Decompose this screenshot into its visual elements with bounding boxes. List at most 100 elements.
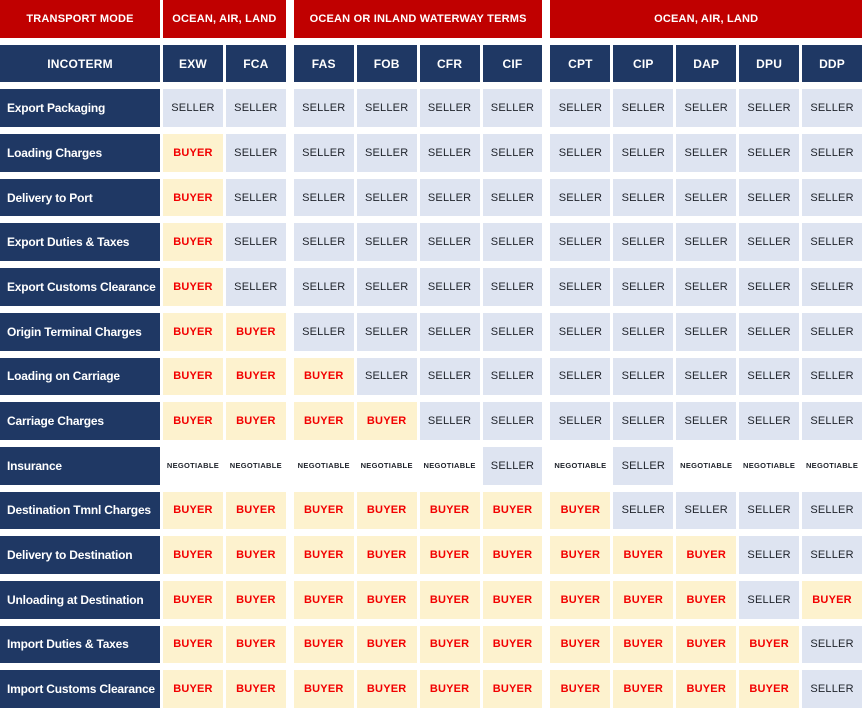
responsibility-cell-fca-destination-tmnl-charges: BUYER: [225, 491, 286, 530]
responsibility-cell-cfr-carriage-charges: SELLER: [419, 402, 480, 440]
responsibility-cell-dap-carriage-charges: SELLER: [676, 402, 737, 440]
responsibility-cell-cif-origin-terminal-charges: SELLER: [482, 312, 543, 351]
responsibility-cell-dap-export-customs-clearance: SELLER: [676, 268, 737, 306]
incoterm-column-header-exw: EXW: [163, 44, 223, 83]
responsibility-cell-ddp-import-customs-clearance: SELLER: [802, 670, 862, 708]
incoterm-column-header-fca: FCA: [225, 44, 286, 83]
responsibility-cell-exw-export-duties-taxes: BUYER: [163, 223, 223, 262]
responsibility-cell-exw-delivery-to-destination: BUYER: [163, 536, 223, 574]
responsibility-cell-fca-loading-charges: SELLER: [225, 134, 286, 172]
responsibility-cell-cif-loading-on-carriage: SELLER: [482, 357, 543, 396]
responsibility-cell-exw-loading-charges: BUYER: [163, 134, 223, 172]
responsibility-cell-dpu-unloading-at-destination: SELLER: [739, 580, 800, 619]
responsibility-cell-cip-export-customs-clearance: SELLER: [613, 268, 674, 306]
responsibility-cell-cpt-export-duties-taxes: SELLER: [550, 223, 611, 262]
row-label-unloading-at-destination: Unloading at Destination: [0, 580, 160, 619]
incoterm-column-header-dpu: DPU: [739, 44, 800, 83]
incoterm-column-header-ddp: DDP: [802, 44, 862, 83]
responsibility-cell-exw-destination-tmnl-charges: BUYER: [163, 491, 223, 530]
responsibility-cell-cfr-origin-terminal-charges: SELLER: [419, 312, 480, 351]
responsibility-cell-fob-delivery-to-port: SELLER: [356, 178, 417, 217]
responsibility-cell-cif-insurance: SELLER: [482, 446, 543, 485]
responsibility-cell-dpu-delivery-to-port: SELLER: [739, 178, 800, 217]
responsibility-cell-cfr-delivery-to-port: SELLER: [419, 178, 480, 217]
row-label-loading-charges: Loading Charges: [0, 134, 160, 172]
responsibility-cell-cif-import-duties-taxes: BUYER: [482, 625, 543, 664]
responsibility-cell-fca-loading-on-carriage: BUYER: [225, 357, 286, 396]
responsibility-cell-cif-export-customs-clearance: SELLER: [482, 268, 543, 306]
responsibility-cell-ddp-loading-charges: SELLER: [802, 134, 862, 172]
responsibility-cell-fas-insurance: NEGOTIABLE: [297, 461, 350, 471]
responsibility-cell-cpt-import-customs-clearance: BUYER: [550, 670, 611, 708]
responsibility-cell-cfr-delivery-to-destination: BUYER: [419, 536, 480, 574]
responsibility-cell-fas-loading-on-carriage: BUYER: [293, 357, 354, 396]
responsibility-cell-ddp-loading-on-carriage: SELLER: [802, 357, 862, 396]
responsibility-cell-fob-insurance: NEGOTIABLE: [360, 461, 413, 471]
responsibility-cell-dpu-export-packaging: SELLER: [739, 89, 800, 128]
responsibility-cell-cif-export-packaging: SELLER: [482, 89, 543, 128]
responsibility-cell-cfr-export-customs-clearance: SELLER: [419, 268, 480, 306]
responsibility-cell-fca-import-duties-taxes: BUYER: [225, 625, 286, 664]
responsibility-cell-cpt-carriage-charges: SELLER: [550, 402, 611, 440]
responsibility-cell-cpt-destination-tmnl-charges: BUYER: [550, 491, 611, 530]
responsibility-cell-dap-origin-terminal-charges: SELLER: [676, 312, 737, 351]
responsibility-cell-cip-import-duties-taxes: BUYER: [613, 625, 674, 664]
responsibility-cell-cpt-origin-terminal-charges: SELLER: [550, 312, 611, 351]
incoterm-column-header-cpt: CPT: [550, 44, 611, 83]
responsibility-cell-cip-export-packaging: SELLER: [613, 89, 674, 128]
responsibility-cell-fob-destination-tmnl-charges: BUYER: [356, 491, 417, 530]
responsibility-cell-fas-export-packaging: SELLER: [293, 89, 354, 128]
row-label-delivery-to-port: Delivery to Port: [0, 178, 160, 217]
responsibility-cell-exw-delivery-to-port: BUYER: [163, 178, 223, 217]
responsibility-cell-ddp-delivery-to-destination: SELLER: [802, 536, 862, 574]
responsibility-cell-ddp-origin-terminal-charges: SELLER: [802, 312, 862, 351]
responsibility-cell-cip-delivery-to-destination: BUYER: [613, 536, 674, 574]
responsibility-cell-dpu-loading-charges: SELLER: [739, 134, 800, 172]
responsibility-cell-fas-import-customs-clearance: BUYER: [293, 670, 354, 708]
responsibility-cell-cpt-loading-on-carriage: SELLER: [550, 357, 611, 396]
responsibility-cell-fas-import-duties-taxes: BUYER: [293, 625, 354, 664]
row-label-export-duties-taxes: Export Duties & Taxes: [0, 223, 160, 262]
responsibility-cell-fca-export-customs-clearance: SELLER: [225, 268, 286, 306]
responsibility-cell-dpu-import-duties-taxes: BUYER: [739, 625, 800, 664]
responsibility-cell-cpt-export-customs-clearance: SELLER: [550, 268, 611, 306]
responsibility-cell-cfr-import-duties-taxes: BUYER: [419, 625, 480, 664]
responsibility-cell-fob-unloading-at-destination: BUYER: [356, 580, 417, 619]
mode-group-header-cpt-ddp: OCEAN, AIR, LAND: [550, 0, 862, 38]
responsibility-cell-fob-export-customs-clearance: SELLER: [356, 268, 417, 306]
responsibility-cell-fob-export-duties-taxes: SELLER: [356, 223, 417, 262]
responsibility-cell-fas-loading-charges: SELLER: [293, 134, 354, 172]
responsibility-cell-fob-export-packaging: SELLER: [356, 89, 417, 128]
responsibility-cell-ddp-delivery-to-port: SELLER: [802, 178, 862, 217]
responsibility-cell-dpu-delivery-to-destination: SELLER: [739, 536, 800, 574]
responsibility-cell-fob-loading-on-carriage: SELLER: [356, 357, 417, 396]
responsibility-cell-cif-loading-charges: SELLER: [482, 134, 543, 172]
responsibility-cell-cip-origin-terminal-charges: SELLER: [613, 312, 674, 351]
responsibility-cell-dap-export-packaging: SELLER: [676, 89, 737, 128]
responsibility-cell-exw-import-duties-taxes: BUYER: [163, 625, 223, 664]
incoterm-column-header-dap: DAP: [676, 44, 737, 83]
responsibility-cell-dap-unloading-at-destination: BUYER: [676, 580, 737, 619]
responsibility-cell-fca-delivery-to-destination: BUYER: [225, 536, 286, 574]
responsibility-cell-fas-export-customs-clearance: SELLER: [293, 268, 354, 306]
transport-mode-header: TRANSPORT MODE: [0, 0, 160, 38]
responsibility-cell-cip-loading-charges: SELLER: [613, 134, 674, 172]
responsibility-cell-cip-export-duties-taxes: SELLER: [613, 223, 674, 262]
responsibility-cell-ddp-export-duties-taxes: SELLER: [802, 223, 862, 262]
responsibility-cell-fas-delivery-to-destination: BUYER: [293, 536, 354, 574]
responsibility-cell-dpu-export-duties-taxes: SELLER: [739, 223, 800, 262]
responsibility-cell-cif-delivery-to-port: SELLER: [482, 178, 543, 217]
incoterm-column-header-cif: CIF: [482, 44, 543, 83]
responsibility-cell-cpt-delivery-to-port: SELLER: [550, 178, 611, 217]
responsibility-cell-exw-loading-on-carriage: BUYER: [163, 357, 223, 396]
responsibility-cell-ddp-unloading-at-destination: BUYER: [802, 580, 862, 619]
responsibility-cell-cpt-unloading-at-destination: BUYER: [550, 580, 611, 619]
row-label-import-customs-clearance: Import Customs Clearance: [0, 670, 160, 708]
responsibility-cell-fas-destination-tmnl-charges: BUYER: [293, 491, 354, 530]
responsibility-cell-cfr-unloading-at-destination: BUYER: [419, 580, 480, 619]
responsibility-cell-cpt-delivery-to-destination: BUYER: [550, 536, 611, 574]
row-label-carriage-charges: Carriage Charges: [0, 402, 160, 440]
responsibility-cell-fob-carriage-charges: BUYER: [356, 402, 417, 440]
responsibility-cell-ddp-destination-tmnl-charges: SELLER: [802, 491, 862, 530]
